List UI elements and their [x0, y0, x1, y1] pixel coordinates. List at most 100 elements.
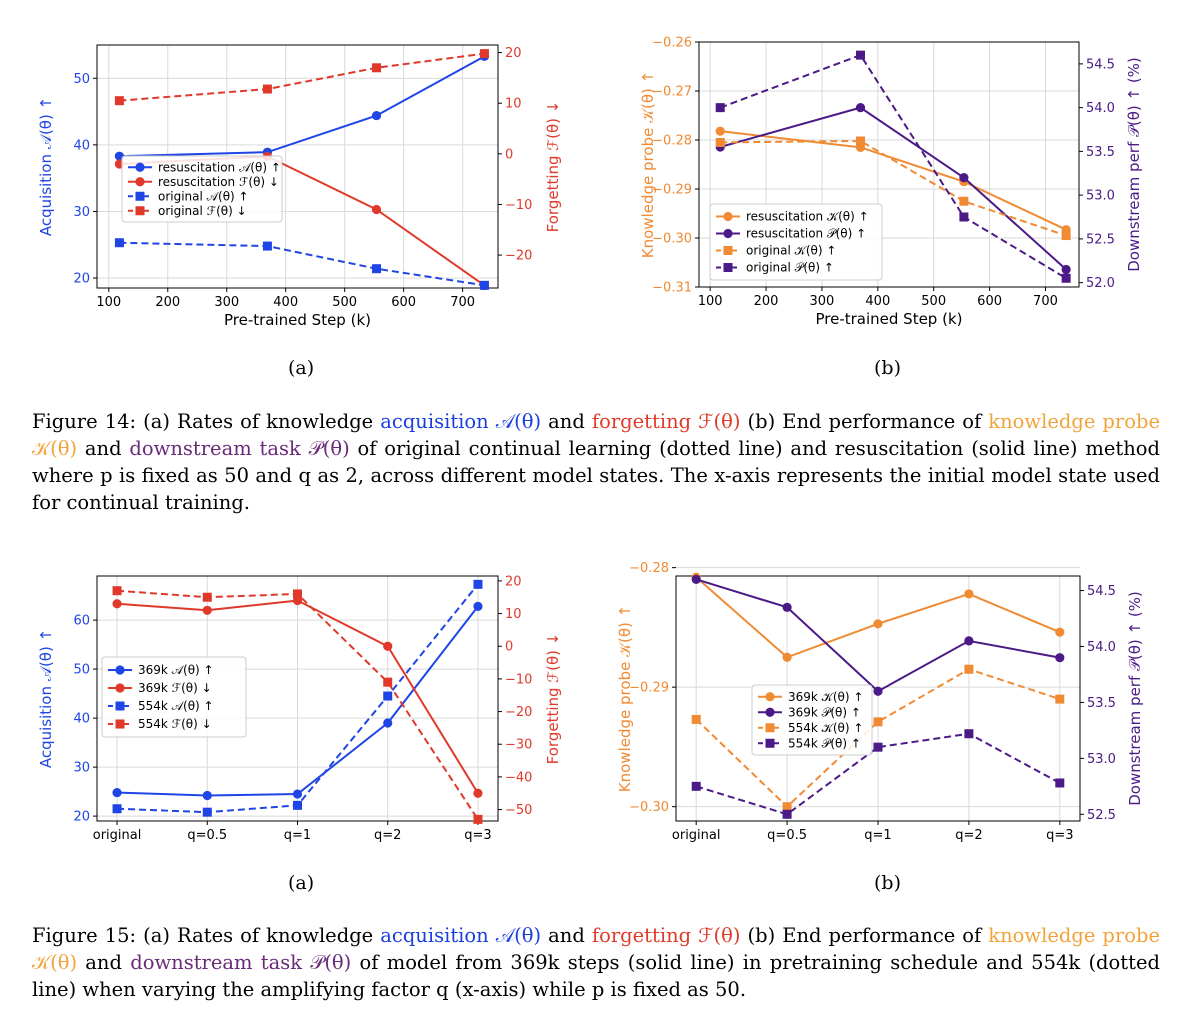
y2-tick-label: 52.5	[1086, 232, 1115, 247]
data-point	[856, 50, 865, 60]
y-tick-label: 30	[73, 205, 90, 220]
legend-marker	[135, 206, 145, 216]
data-point	[262, 84, 272, 94]
legend-label: 554k 𝒜(θ) ↑	[138, 699, 214, 713]
series-path	[719, 53, 1067, 280]
series-line	[114, 238, 489, 290]
y-axis-label: Acquisition 𝒜(θ) ↑	[37, 629, 55, 768]
legend-box	[751, 684, 873, 756]
data-point	[112, 599, 122, 609]
y-tick-label: −0.30	[629, 800, 669, 815]
x-tick-label: 100	[96, 295, 121, 310]
y-axis-label: Knowledge probe 𝒦(θ) ↑	[639, 71, 657, 258]
series-path	[119, 52, 485, 102]
legend-label: 369k 𝒫(θ) ↑	[788, 705, 861, 719]
x-tick-label: 300	[214, 295, 239, 310]
legend-label: resuscitation 𝒦(θ) ↑	[746, 210, 869, 224]
x-axis-label: Pre-trained Step (k)	[815, 310, 962, 328]
y2-tick-label: 52.5	[1087, 808, 1116, 823]
legend-label: original 𝒜(θ) ↑	[158, 189, 249, 203]
series-path	[720, 130, 1067, 231]
x-tick-label: 400	[865, 294, 890, 309]
legend: resuscitation 𝒦(θ) ↑ resuscitation 𝒫(θ) ↑…	[709, 203, 883, 281]
legend-box	[709, 203, 883, 281]
legend: 369k 𝒜(θ) ↑ 369k ℱ(θ) ↓ 554k 𝒜(θ) ↑ 554k ℱ(…	[101, 656, 247, 738]
y-tick-label: 60	[73, 614, 90, 629]
data-point	[293, 589, 302, 599]
y2-tick-label: 53.5	[1086, 145, 1115, 160]
y-tick-label: 30	[73, 761, 90, 776]
y2-tick-label: 10	[505, 97, 522, 112]
y-tick-label: 20	[73, 810, 90, 825]
y2-tick-label: 54.0	[1086, 101, 1115, 116]
legend-label: 554k 𝒫(θ) ↑	[788, 736, 861, 750]
series-path	[695, 668, 1061, 809]
data-point	[114, 238, 124, 248]
x-tick-label: 100	[698, 294, 723, 309]
legend-label: original ℱ(θ) ↓	[158, 204, 247, 218]
y2-tick-label: −40	[505, 770, 532, 785]
x-tick-label: 200	[155, 295, 180, 310]
data-point	[371, 110, 382, 121]
x-tick-label: 500	[921, 294, 946, 309]
legend-label: 369k 𝒦(θ) ↑	[788, 690, 863, 704]
x-tick-label: 500	[332, 295, 357, 310]
data-point	[262, 241, 272, 251]
data-point	[873, 686, 883, 696]
data-point	[691, 714, 701, 724]
data-point	[964, 589, 974, 599]
data-point	[292, 789, 303, 799]
plot-frame	[698, 41, 1080, 288]
y-tick-label: −0.27	[652, 85, 692, 100]
data-point	[1061, 231, 1071, 241]
data-point	[1055, 778, 1065, 788]
panel-label-14a: (a)	[288, 357, 315, 379]
y2-tick-label: 0	[505, 640, 513, 655]
legend-marker	[115, 701, 125, 711]
x-tick-label: 400	[273, 295, 298, 310]
data-point	[964, 729, 974, 739]
series-line	[691, 574, 1065, 696]
data-point	[473, 579, 483, 589]
data-point	[383, 677, 393, 687]
data-point	[383, 691, 393, 701]
legend-label: original 𝒫(θ) ↑	[746, 261, 834, 275]
y2-tick-label: 53.0	[1087, 752, 1116, 767]
panel-label-14b: (b)	[874, 357, 901, 379]
data-point	[782, 809, 792, 819]
y2-tick-label: 53.0	[1086, 189, 1115, 204]
legend-marker	[115, 719, 125, 729]
legend: resuscitation 𝒜(θ) ↑resuscitation ℱ(θ) ↓…	[121, 155, 283, 223]
y-tick-label: −0.29	[652, 183, 692, 198]
grid	[97, 45, 498, 288]
data-point	[959, 173, 969, 183]
y-tick-label: 20	[73, 272, 90, 287]
y-axis-label: Acquisition 𝒜(θ) ↑	[37, 97, 55, 236]
legend-marker	[135, 177, 145, 187]
series-line	[691, 664, 1065, 812]
data-point	[473, 814, 483, 824]
y-axis-label: Knowledge probe 𝒦(θ) ↑	[616, 605, 634, 792]
plot-frame	[96, 44, 499, 289]
y2-tick-label: 10	[505, 607, 522, 622]
data-point	[715, 103, 725, 113]
legend-label: 369k 𝒜(θ) ↑	[138, 663, 214, 677]
data-point	[383, 641, 393, 651]
data-point	[202, 605, 212, 615]
data-point	[782, 802, 792, 812]
data-point	[202, 807, 212, 817]
x-tick-label: 700	[1033, 294, 1058, 309]
y-tick-label: 50	[73, 663, 90, 678]
data-point	[964, 664, 974, 674]
data-point	[372, 264, 382, 274]
legend-marker	[723, 211, 733, 222]
data-point	[112, 586, 122, 596]
series-line	[112, 595, 483, 798]
y-tick-label: −0.29	[629, 681, 669, 696]
x-tick-label: q=1	[864, 828, 891, 843]
legend-label: 369k ℱ(θ) ↓	[138, 681, 212, 695]
data-point	[964, 636, 974, 646]
